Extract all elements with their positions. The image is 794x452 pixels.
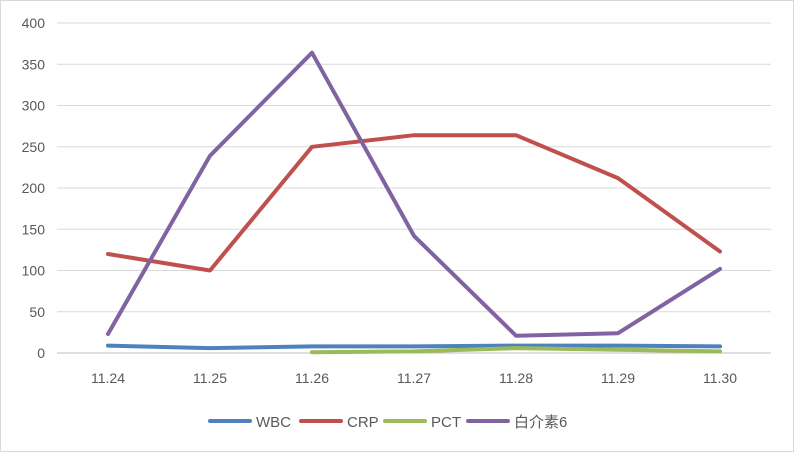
y-tick-label: 250 (22, 139, 46, 155)
series-line-1 (106, 133, 722, 273)
x-tick-label: 11.26 (295, 370, 329, 386)
legend-item: PCT (383, 414, 461, 431)
x-tick-label: 11.25 (193, 370, 227, 386)
legend-item: WBC (208, 414, 291, 431)
series-line-2 (310, 346, 722, 355)
x-tick-label: 11.29 (601, 370, 635, 386)
y-tick-label: 50 (29, 304, 45, 320)
y-tick-label: 150 (22, 221, 46, 237)
legend-item: 白介素6 (466, 414, 567, 431)
series-line-3 (106, 50, 722, 338)
y-tick-label: 100 (22, 263, 46, 279)
legend-label: 白介素6 (514, 414, 567, 431)
x-tick-label: 11.27 (397, 370, 431, 386)
y-tick-label: 350 (22, 56, 46, 72)
y-tick-label: 400 (22, 15, 46, 31)
legend-label: PCT (431, 414, 461, 431)
y-tick-label: 0 (37, 345, 45, 361)
gridlines (57, 22, 771, 354)
series-line-0 (106, 343, 722, 351)
legend-label: CRP (347, 414, 379, 431)
x-axis-tick-labels: 11.24 11.25 11.26 11.27 11.28 11.29 11.30 (91, 370, 737, 386)
y-tick-label: 300 (22, 98, 46, 114)
legend-item: CRP (299, 414, 379, 431)
x-tick-label: 11.28 (499, 370, 533, 386)
y-tick-label: 200 (22, 180, 46, 196)
legend: WBC CRP PCT 白介素6 (208, 414, 567, 431)
legend-label: WBC (256, 414, 291, 431)
y-axis-tick-labels: 0 50 100 150 200 250 300 350 400 (22, 15, 46, 361)
series-lines (106, 50, 722, 355)
x-tick-label: 11.30 (703, 370, 737, 386)
x-tick-label: 11.24 (91, 370, 125, 386)
